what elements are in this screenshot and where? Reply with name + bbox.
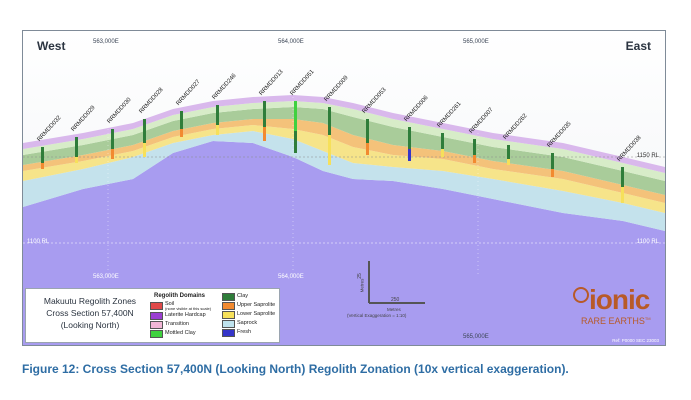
cross-section-figure: West East 563,000E 564,000E 565,000E 563… bbox=[22, 30, 666, 346]
legend-note-soil: (none visible at this scale) bbox=[165, 306, 212, 311]
drillhole-trace bbox=[294, 101, 297, 153]
logo-subtitle-text: RARE EARTHS bbox=[581, 316, 645, 326]
legend-box: Makuutu Regolith Zones Cross Section 57,… bbox=[25, 288, 280, 343]
legend-swatch-fresh bbox=[222, 329, 235, 337]
legend-domains-heading: Regolith Domains bbox=[154, 293, 206, 299]
logo-wordmark: ionic bbox=[589, 284, 650, 315]
drillhole-trace bbox=[41, 147, 44, 169]
legend-swatch-upper-saprolite bbox=[222, 302, 235, 310]
figure-caption: Figure 12: Cross Section 57,400N (Lookin… bbox=[22, 362, 569, 376]
legend-title-line: Makuutu Regolith Zones bbox=[43, 296, 137, 306]
legend-label-mottled-clay: Mottled Clay bbox=[165, 330, 196, 336]
ionic-rare-earths-logo: ionic RARE EARTHSTM bbox=[571, 285, 661, 335]
drillhole-trace bbox=[263, 101, 266, 141]
easting-label-bottom: 565,000E bbox=[463, 334, 489, 340]
logo-trademark: TM bbox=[644, 316, 651, 321]
drillhole-trace bbox=[441, 133, 444, 157]
rl-label-1100-right: 1100 RL bbox=[636, 239, 659, 245]
west-label: West bbox=[37, 39, 66, 53]
legend-label-fresh: Fresh bbox=[237, 329, 252, 335]
legend-title-line: Cross Section 57,400N bbox=[46, 308, 134, 318]
drillhole-trace bbox=[180, 111, 183, 137]
drillhole-trace bbox=[408, 127, 411, 161]
legend-label-upper-saprolite: Upper Saprolite bbox=[237, 302, 276, 308]
drillhole-traces bbox=[41, 101, 624, 203]
legend-title-line: (Looking North) bbox=[60, 320, 120, 330]
drillhole-trace bbox=[621, 167, 624, 203]
drillhole-trace bbox=[75, 137, 78, 163]
drillhole-trace bbox=[507, 145, 510, 165]
scale-horizontal-value: 250 bbox=[391, 297, 400, 303]
upper-saprolite-layer bbox=[23, 119, 665, 203]
legend-swatch-soil bbox=[150, 302, 163, 310]
legend-label-soil: Soil bbox=[165, 301, 175, 307]
legend-swatch-transition bbox=[150, 321, 163, 329]
legend-swatch-mottled-clay bbox=[150, 330, 163, 338]
vertical-exaggeration-note: (Vertical Exaggeration = 1:10) bbox=[347, 313, 407, 318]
scale-bar-graphic bbox=[368, 261, 425, 304]
logo-subtitle: RARE EARTHSTM bbox=[581, 316, 651, 326]
legend-title: Makuutu Regolith Zones Cross Section 57,… bbox=[32, 295, 148, 331]
logo-ring-icon bbox=[573, 287, 589, 303]
legend-swatch-clay bbox=[222, 293, 235, 301]
scale-horizontal-unit: Metres bbox=[387, 307, 401, 312]
easting-label-top: 564,000E bbox=[278, 39, 304, 45]
scale-vertical-unit: Metres bbox=[359, 278, 365, 293]
legend-swatch-laterite bbox=[150, 312, 163, 320]
legend-swatch-lower-saprolite bbox=[222, 311, 235, 319]
legend-label-laterite: Laterite Hardcap bbox=[165, 312, 206, 318]
drillhole-trace bbox=[328, 107, 331, 165]
easting-label-top: 565,000E bbox=[463, 39, 489, 45]
drillhole-trace bbox=[473, 139, 476, 163]
legend-label-lower-saprolite: Lower Saprolite bbox=[237, 311, 276, 317]
legend-label-saprock: Saprock bbox=[237, 320, 258, 326]
drillhole-trace bbox=[143, 119, 146, 157]
drillhole-trace bbox=[366, 119, 369, 155]
drillhole-trace bbox=[111, 129, 114, 159]
rl-label-1150: 1150 RL bbox=[636, 153, 659, 159]
easting-label-bottom: 564,000E bbox=[278, 274, 304, 280]
easting-label-bottom: 563,000E bbox=[93, 274, 119, 280]
legend-label-transition: Transition bbox=[165, 321, 189, 327]
scale-bar: 25 Metres 250 Metres (Vertical Exaggerat… bbox=[347, 259, 443, 319]
rl-label-1100-left: 1100 RL bbox=[27, 239, 50, 245]
drillhole-trace bbox=[551, 153, 554, 177]
clay-layer bbox=[23, 107, 665, 195]
figure-reference-code: Ref: P0000 SEC 23003 bbox=[612, 338, 659, 343]
drillhole-trace bbox=[216, 105, 219, 135]
legend-swatch-saprock bbox=[222, 320, 235, 328]
east-label: East bbox=[625, 39, 651, 53]
legend-label-clay: Clay bbox=[237, 293, 249, 299]
easting-label-top: 563,000E bbox=[93, 39, 119, 45]
